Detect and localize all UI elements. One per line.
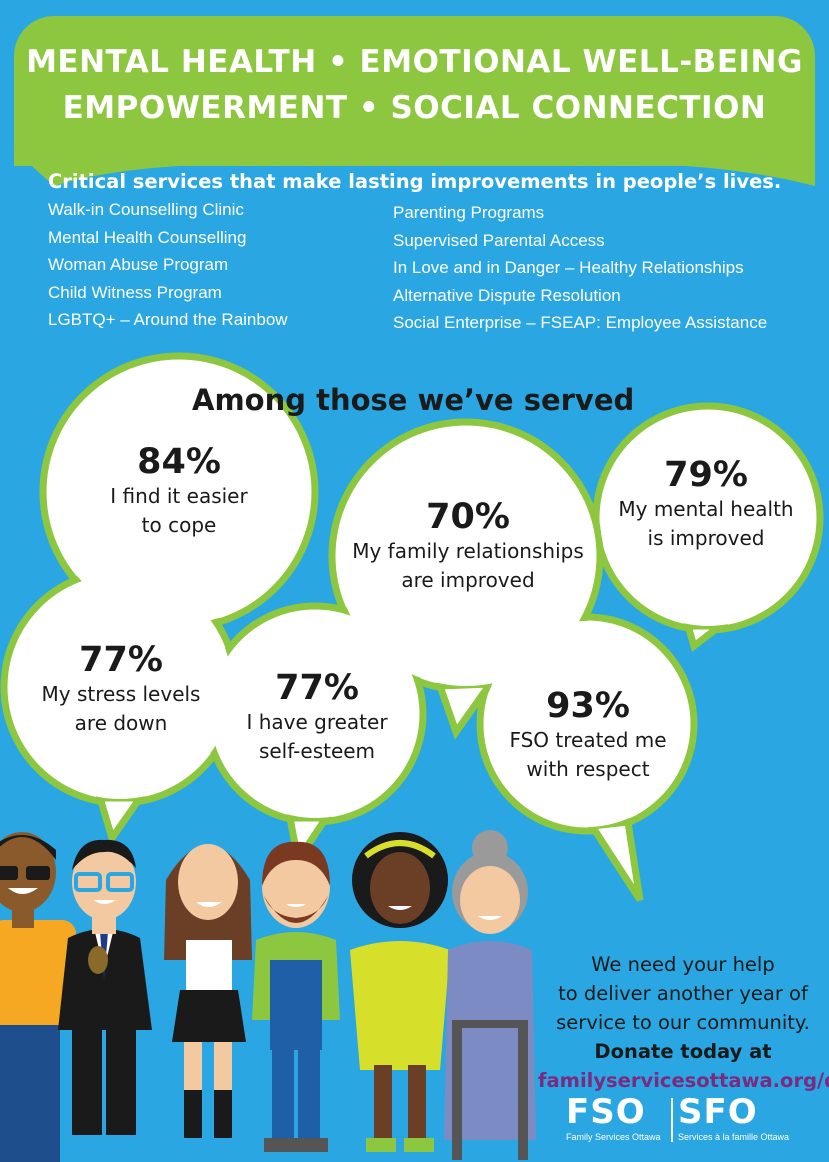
stat-text: self-esteem: [258, 739, 376, 763]
stat-cope: 84% I find it easier to cope: [99, 442, 259, 540]
stat-text: My family relationships: [352, 539, 584, 563]
service-item: Social Enterprise – FSEAP: Employee Assi…: [393, 313, 768, 332]
banner-title-line1: MENTAL HEALTH • EMOTIONAL WELL-BEING: [26, 44, 803, 80]
service-item: Supervised Parental Access: [393, 230, 605, 250]
person-suit-illustration: [58, 839, 152, 1135]
stat-text: I find it easier: [110, 484, 248, 508]
stat-percent: 77%: [275, 668, 359, 708]
cta-line: service to our community.: [556, 1011, 810, 1034]
stat-percent: 79%: [664, 455, 748, 495]
stat-self-esteem: 77% I have greater self-esteem: [232, 668, 402, 766]
service-item: LGBTQ+ – Around the Rainbow: [48, 310, 288, 329]
logo-fso: FSO: [566, 1092, 646, 1132]
service-item: Alternative Dispute Resolution: [393, 285, 621, 305]
stat-mental-health: 79% My mental health is improved: [608, 455, 804, 553]
stat-text: is improved: [647, 526, 765, 550]
person-yellow-dress-illustration: [350, 832, 450, 1152]
logo-fso-subtitle: Family Services Ottawa: [566, 1132, 661, 1142]
intro-text: Critical services that make lasting impr…: [48, 170, 782, 193]
service-item: Woman Abuse Program: [48, 255, 229, 274]
stat-text: to cope: [141, 513, 217, 537]
stat-text: My mental health: [618, 497, 794, 521]
banner-title-line2: EMPOWERMENT • SOCIAL CONNECTION: [62, 90, 767, 126]
logo-sfo-subtitle: Services à la famille Ottawa: [678, 1132, 790, 1142]
stat-text: are improved: [401, 568, 535, 592]
person-overalls-illustration: [252, 841, 340, 1152]
stat-percent: 77%: [79, 640, 163, 680]
service-item: Child Witness Program: [48, 282, 222, 302]
donate-call-to-action: We need your help to deliver another yea…: [538, 950, 829, 1095]
stat-text: I have greater: [246, 710, 388, 734]
fso-sfo-logo: FSO SFO Family Services Ottawa Services …: [560, 1092, 820, 1152]
logo-sfo: SFO: [678, 1092, 758, 1132]
stat-text: with respect: [526, 757, 650, 781]
person-woman-skirt-illustration: [164, 844, 252, 1138]
services-list-right: Parenting Programs Supervised Parental A…: [393, 199, 767, 337]
stat-stress: 77% My stress levels are down: [28, 640, 214, 738]
banner-tail: [14, 150, 815, 186]
service-item: Mental Health Counselling: [48, 227, 247, 247]
cta-line-donate: Donate today at: [594, 1040, 772, 1063]
service-item: Walk-in Counselling Clinic: [48, 200, 244, 219]
cta-line: We need your help: [591, 953, 775, 976]
stat-respect: 93% FSO treated me with respect: [496, 686, 680, 784]
stats-heading: Among those we’ve served: [192, 383, 635, 417]
stat-family: 70% My family relationships are improved: [343, 497, 593, 595]
service-item: Parenting Programs: [393, 203, 545, 222]
services-list-left: Walk-in Counselling Clinic Mental Health…: [48, 196, 288, 334]
stat-percent: 70%: [426, 497, 510, 537]
stat-text: FSO treated me: [509, 728, 667, 752]
cta-line: to deliver another year of: [558, 982, 808, 1005]
stat-text: My stress levels: [41, 682, 201, 706]
stat-percent: 93%: [546, 686, 630, 726]
header-banner: [14, 16, 815, 166]
person-elderly-walker-illustration: [444, 830, 536, 1160]
stat-text: are down: [74, 711, 168, 735]
stat-percent: 84%: [137, 442, 221, 482]
donate-link[interactable]: familyservicesottawa.org/donate: [538, 1069, 829, 1092]
people-illustration: [0, 830, 536, 1162]
person-sunglasses-illustration: [0, 832, 76, 1162]
service-item: In Love and in Danger – Healthy Relation…: [393, 258, 744, 277]
logo-divider: [671, 1098, 673, 1142]
